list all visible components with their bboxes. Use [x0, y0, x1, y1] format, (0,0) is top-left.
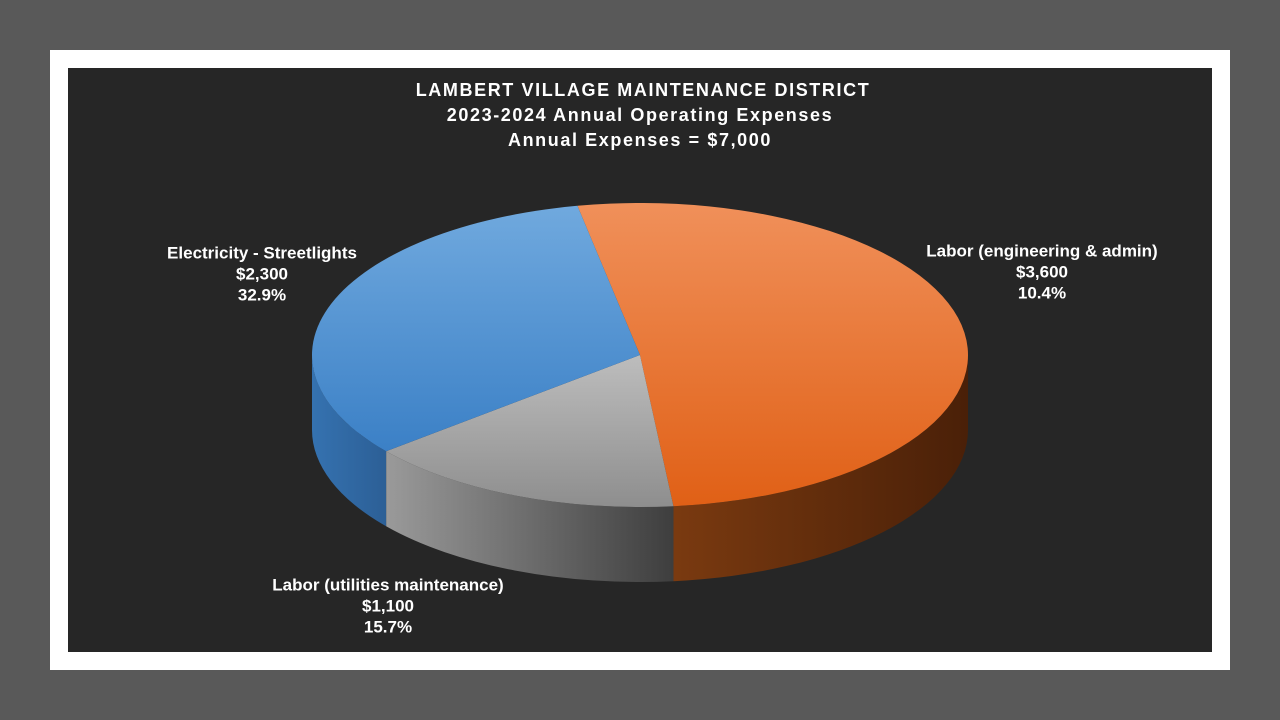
slice-label: Electricity - Streetlights: [167, 243, 357, 262]
slice-label: Labor (engineering & admin): [926, 241, 1157, 260]
slice-side: [386, 451, 674, 582]
slice-side: [312, 355, 387, 527]
slice: [311, 205, 640, 452]
slice-label: Labor (utilities maintenance): [272, 575, 503, 594]
chart-title: LAMBERT VILLAGE MAINTENANCE DISTRICT: [416, 80, 871, 100]
percent-label: 10.4%: [1018, 283, 1066, 302]
slice: [577, 203, 968, 507]
slice: [386, 355, 674, 507]
value-label: $1,100: [362, 596, 414, 615]
slice-side: [673, 355, 968, 582]
value-label: $3,600: [1016, 262, 1068, 281]
chart-subtitle: Annual Expenses = $7,000: [508, 130, 772, 150]
chart-subtitle: 2023-2024 Annual Operating Expenses: [447, 105, 833, 125]
percent-label: 32.9%: [238, 285, 286, 304]
percent-label: 15.7%: [364, 617, 412, 636]
value-label: $2,300: [236, 264, 288, 283]
